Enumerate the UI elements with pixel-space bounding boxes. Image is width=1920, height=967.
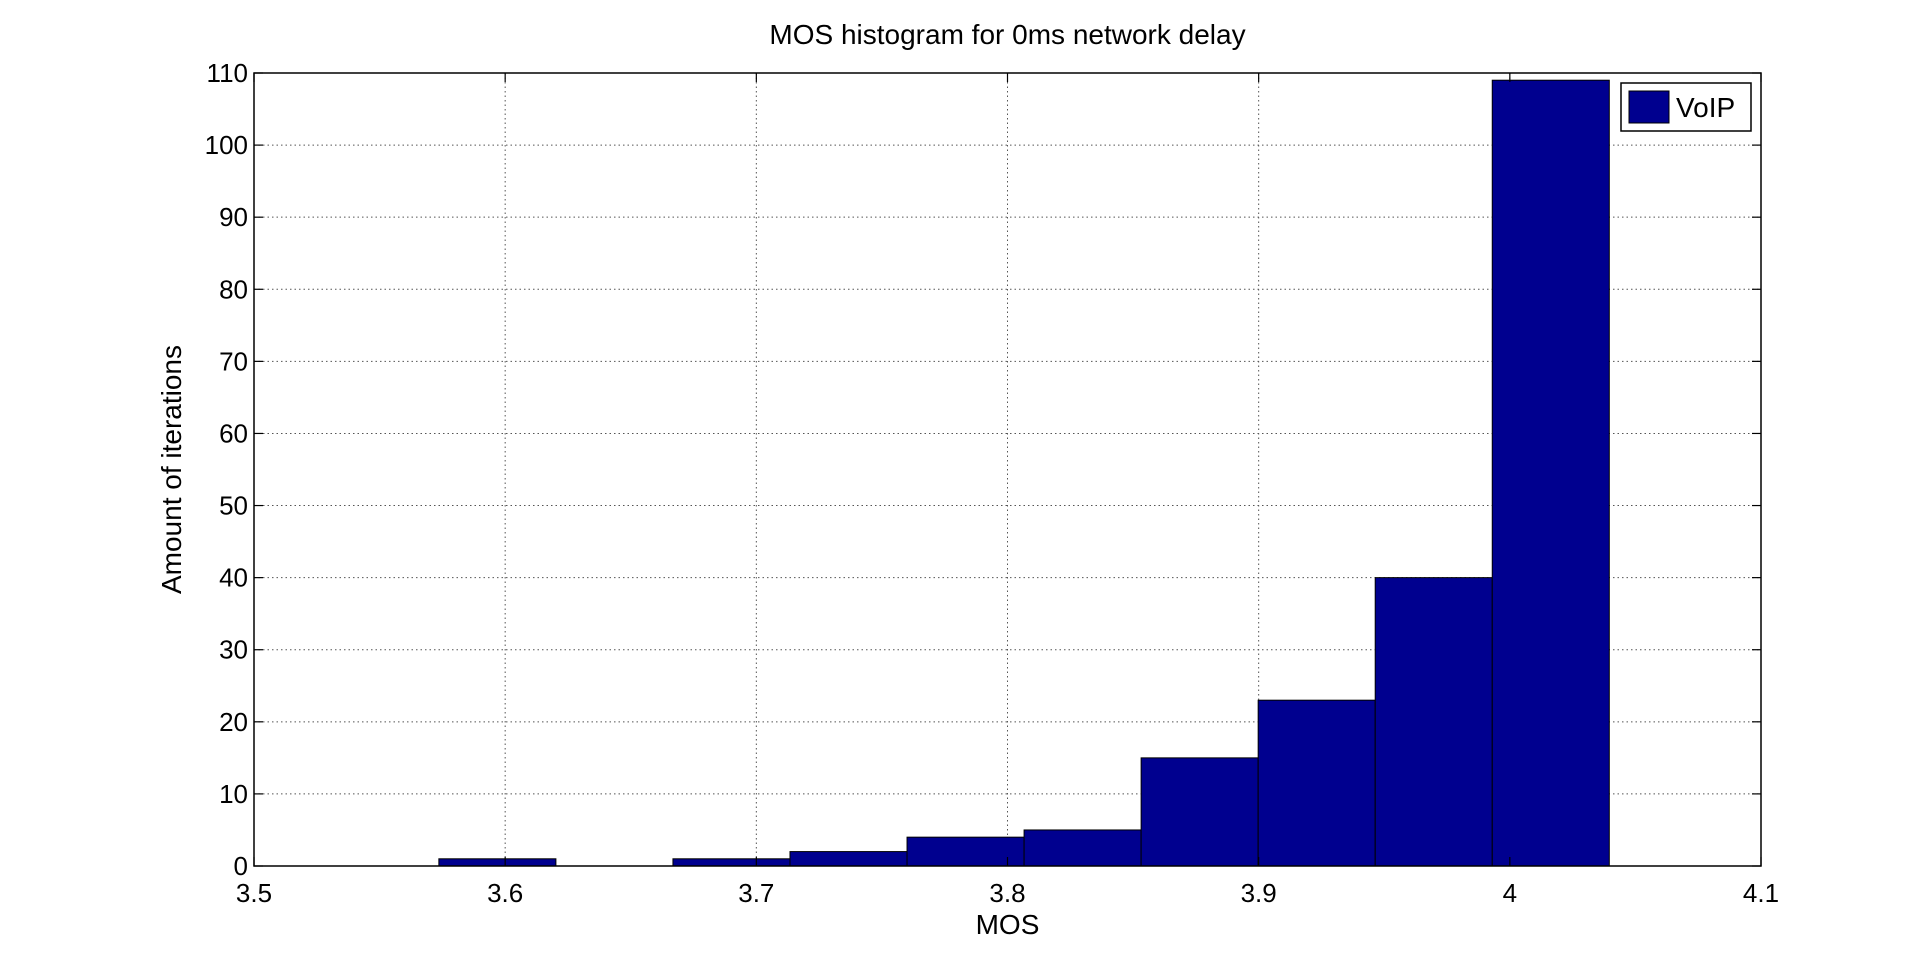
x-tick-label: 3.5 <box>236 878 272 908</box>
y-axis-title: Amount of iterations <box>156 345 187 594</box>
histogram-bar <box>1374 577 1493 867</box>
chart-title: MOS histogram for 0ms network delay <box>769 19 1245 50</box>
histogram-bar <box>438 858 557 867</box>
axes <box>253 72 1762 867</box>
histogram-bar <box>1023 829 1142 867</box>
y-tick-label: 70 <box>219 346 248 376</box>
legend: VoIP <box>1620 82 1752 132</box>
x-tick-label: 4 <box>1503 878 1517 908</box>
x-tick-label: 3.6 <box>487 878 523 908</box>
histogram-bar <box>1257 699 1376 867</box>
y-tick-label: 100 <box>205 130 248 160</box>
y-tick-label: 80 <box>219 274 248 304</box>
y-tick-label: 50 <box>219 491 248 521</box>
y-tick-label: 10 <box>219 779 248 809</box>
x-tick-label: 3.9 <box>1241 878 1277 908</box>
x-tick-label: 3.8 <box>989 878 1025 908</box>
y-tick-label: 60 <box>219 418 248 448</box>
histogram-bar <box>672 858 791 867</box>
legend-swatch <box>1628 90 1670 124</box>
y-tick-label: 20 <box>219 707 248 737</box>
histogram-bar <box>906 836 1025 867</box>
histogram-bar <box>1140 757 1259 867</box>
y-tick-label: 40 <box>219 563 248 593</box>
histogram-bar <box>789 851 908 867</box>
y-tick-label: 110 <box>207 58 248 88</box>
histogram-bar <box>1491 79 1610 867</box>
y-tick-label: 0 <box>234 851 248 881</box>
bars <box>438 79 1610 867</box>
legend-label: VoIP <box>1676 92 1735 123</box>
y-tick-labels: 0 10 20 30 40 50 60 70 80 90 100 110 <box>205 58 248 881</box>
x-tick-labels: 3.5 3.6 3.7 3.8 3.9 4 4.1 <box>236 878 1779 908</box>
x-axis-title: MOS <box>976 909 1040 940</box>
y-tick-label: 30 <box>219 635 248 665</box>
x-tick-label: 4.1 <box>1743 878 1779 908</box>
x-tick-label: 3.7 <box>738 878 774 908</box>
y-tick-label: 90 <box>219 202 248 232</box>
